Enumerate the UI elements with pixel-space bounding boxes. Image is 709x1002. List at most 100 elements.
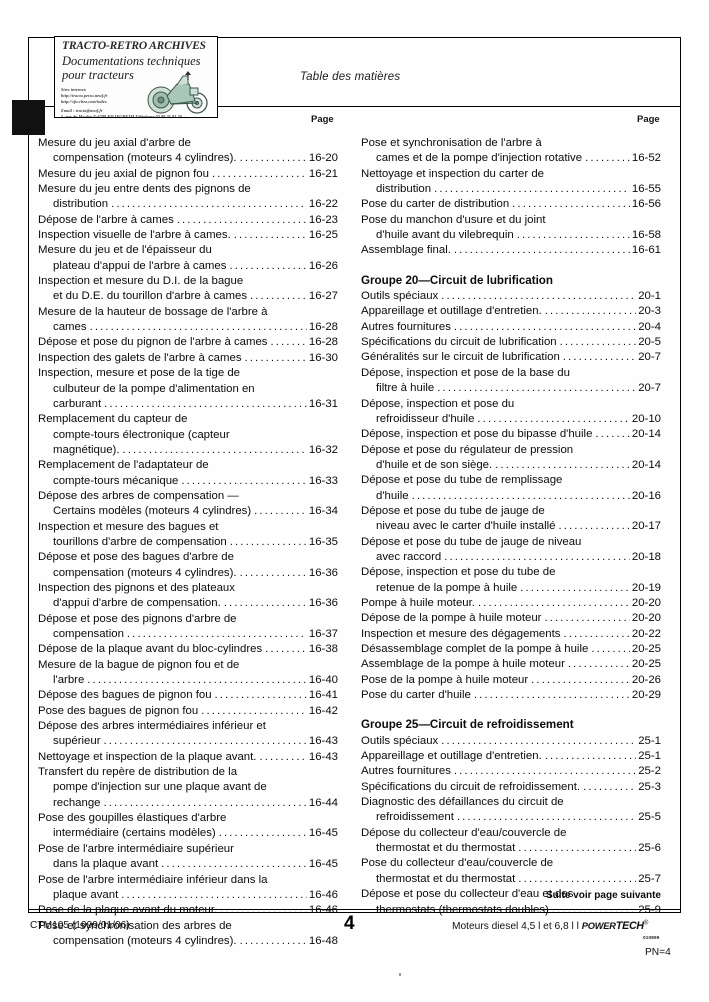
toc-entry[interactable]: Dépose et pose des pignons d'arbre de com… [38, 612, 338, 643]
toc-entry-page: 20-10 [631, 412, 661, 425]
toc-entry[interactable]: Dépose et pose du collecteur d'eau et de… [361, 887, 661, 918]
toc-entry[interactable]: Inspection, mesure et pose de la tige de… [38, 366, 338, 412]
toc-entry[interactable]: Mesure du jeu axial de pignon fou.......… [38, 167, 338, 182]
toc-entry[interactable]: Dépose et pose du régulateur de pression… [361, 443, 661, 474]
column-header-page-right: Page [637, 114, 660, 125]
toc-entry[interactable]: Autres fournitures......................… [361, 320, 661, 335]
toc-entry-page: 16-43 [308, 735, 338, 748]
toc-entry-title: Outils spéciaux [361, 734, 439, 747]
toc-entry[interactable]: Dépose des bagues de pignon fou.........… [38, 688, 338, 703]
toc-entry[interactable]: Mesure du jeu entre dents des pignons de… [38, 182, 338, 213]
toc-entry[interactable]: Dépose de la plaque avant du bloc-cylind… [38, 642, 338, 657]
toc-entry[interactable]: Mesure de la bague de pignon fou et de l'… [38, 658, 338, 689]
toc-entry[interactable]: Pose du collecteur d'eau/couvercle de the… [361, 856, 661, 887]
toc-entry-title: retenue de la pompe à huile [376, 581, 518, 594]
toc-entry[interactable]: Mesure du jeu et de l'épaisseur du platea… [38, 243, 338, 274]
toc-leader-dots: ........................................… [558, 520, 630, 533]
toc-entry[interactable]: Pompe à huile moteur....................… [361, 596, 661, 611]
toc-entry[interactable]: Généralités sur le circuit de lubrificat… [361, 350, 661, 365]
toc-entry[interactable]: Dépose, inspection et pose de la base du… [361, 366, 661, 397]
toc-entry-title: Dépose des bagues de pignon fou [38, 689, 212, 702]
toc-entry[interactable]: Inspection et mesure des bagues et touril… [38, 520, 338, 551]
toc-entry[interactable]: Remplacement du capteur de compte-tours é… [38, 412, 338, 458]
toc-entry[interactable]: Pose du carter de distribution..........… [361, 197, 661, 212]
toc-leader-dots: ........................................… [211, 167, 307, 180]
toc-entry-line: Dépose et pose du tube de jauge de nivea… [361, 535, 582, 548]
footer-engine-line: Moteurs diesel 4,5 l et 6,8 l l POWERTEC… [452, 920, 649, 932]
toc-entry[interactable]: Dépose et pose du tube de jauge de nivea… [361, 535, 661, 566]
footer-page-number: 4 [344, 913, 355, 934]
toc-entry[interactable]: Dépose des arbres de compensation — Certa… [38, 489, 338, 520]
toc-entry[interactable]: Pose du manchon d'usure et du joint d'hui… [361, 213, 661, 244]
toc-entry[interactable]: Dépose des arbres intermédiaires inférie… [38, 719, 338, 750]
toc-entry[interactable]: Inspection des galets de l'arbre à cames… [38, 351, 338, 366]
toc-entry[interactable]: Dépose du collecteur d'eau/couvercle de t… [361, 826, 661, 857]
toc-entry[interactable]: Dépose de l'arbre à cames...............… [38, 213, 338, 228]
toc-entry[interactable]: Dépose de la pompe à huile moteur.......… [361, 611, 661, 626]
toc-entry[interactable]: Désassemblage complet de la pompe à huil… [361, 642, 661, 657]
toc-entry[interactable]: Dépose et pose du tube de remplissage d'h… [361, 473, 661, 504]
toc-entry[interactable]: Dépose et pose des bagues d'arbre de comp… [38, 550, 338, 581]
toc-entry[interactable]: Autres fournitures......................… [361, 764, 661, 779]
toc-entry[interactable]: Dépose et pose du tube de jauge de niveau… [361, 504, 661, 535]
toc-entry[interactable]: Outils spéciaux.........................… [361, 734, 661, 749]
toc-entry[interactable]: Nettoyage et inspection de la plaque ava… [38, 750, 338, 765]
toc-entry-page: 16-30 [308, 351, 338, 364]
toc-leader-dots: ........................................… [161, 858, 307, 871]
toc-entry-title: Autres fournitures [361, 765, 451, 778]
toc-entry-page: 16-45 [308, 827, 338, 840]
toc-leader-dots: ........................................… [126, 628, 307, 640]
toc-entry[interactable]: Pose de l'arbre intermédiaire supérieur d… [38, 842, 338, 873]
toc-entry[interactable]: Nettoyage et inspection du carter de dist… [361, 167, 661, 198]
toc-entry[interactable]: Spécifications du circuit de refroidisse… [361, 780, 661, 795]
toc-entry[interactable]: Assemblage final........................… [361, 243, 661, 258]
toc-entry-title: refroidisseur d'huile [376, 412, 475, 425]
toc-entry[interactable]: Inspection et mesure des dégagements....… [361, 627, 661, 642]
section-edge-tab-marker [12, 100, 45, 135]
toc-entry-line: Nettoyage et inspection du carter de [361, 167, 544, 180]
toc-entry-line: magnétique).............................… [38, 443, 338, 458]
toc-entry[interactable]: Remplacement de l'adaptateur de compte-to… [38, 458, 338, 489]
toc-entry-line: d'huile et de son siège.................… [361, 458, 661, 473]
toc-entry-line: refroidissement.........................… [361, 810, 661, 825]
toc-entry-title: compte-tours mécanique [53, 474, 179, 487]
toc-entry[interactable]: Dépose, inspection et pose du tube de ret… [361, 565, 661, 596]
toc-leader-dots: ........................................… [477, 412, 630, 425]
toc-entry-title: Outils spéciaux [361, 290, 439, 303]
toc-entry[interactable]: Pose de la pompe à huile moteur.........… [361, 673, 661, 688]
toc-entry[interactable]: Appareillage et outillage d'entretien...… [361, 304, 661, 319]
toc-entry[interactable]: Dépose, inspection et pose du refroidisse… [361, 397, 661, 428]
toc-entry[interactable]: Diagnostic des défaillances du circuit d… [361, 795, 661, 826]
toc-entry-title: d'appui d'arbre de compensation. [53, 597, 221, 610]
toc-entry[interactable]: Pose du carter d'huile..................… [361, 688, 661, 703]
toc-entry[interactable]: Assemblage de la pompe à huile moteur...… [361, 657, 661, 672]
toc-entry[interactable]: Mesure de la hauteur de bossage de l'arb… [38, 305, 338, 336]
toc-entry[interactable]: Inspection et mesure du D.I. de la bague… [38, 274, 338, 305]
toc-entry-page: 20-25 [631, 643, 661, 655]
toc-entry-title: Désassemblage complet de la pompe à huil… [361, 643, 589, 655]
toc-entry[interactable]: Appareillage et outillage d'entretien...… [361, 749, 661, 764]
toc-entry[interactable]: Pose et synchronisation de l'arbre à came… [361, 136, 661, 167]
toc-entry-line: Dépose et pose du collecteur d'eau et de… [361, 888, 574, 901]
toc-entry[interactable]: Pose des bagues de pignon fou...........… [38, 704, 338, 719]
toc-entry[interactable]: Mesure du jeu axial d'arbre de compensati… [38, 136, 338, 167]
toc-entry-page: 16-45 [308, 858, 338, 871]
toc-entry[interactable]: Pose des goupilles élastiques d'arbre int… [38, 811, 338, 842]
toc-entry[interactable]: Inspection des pignons et des plateaux d'… [38, 581, 338, 612]
toc-entry-title: rechange [53, 796, 101, 809]
toc-entry[interactable]: Dépose, inspection et pose du bipasse d'… [361, 427, 661, 442]
toc-entry[interactable]: Inspection visuelle de l'arbre à cames..… [38, 228, 338, 243]
toc-entry[interactable]: Pose de l'arbre intermédiaire inférieur … [38, 873, 338, 904]
toc-entry[interactable]: Spécifications du circuit de lubrificati… [361, 335, 661, 350]
toc-entry-line: thermostat et du thermostat.............… [361, 872, 661, 887]
toc-entry-line: culbuteur de la pompe d'alimentation en [53, 382, 255, 395]
toc-entry-title: et du D.E. du tourillon d'arbre à cames [53, 290, 248, 303]
toc-entry[interactable]: Dépose et pose du pignon de l'arbre à ca… [38, 335, 338, 350]
toc-entry[interactable]: Pose de la plaque avant du moteur.......… [38, 903, 338, 918]
toc-entry[interactable]: Pose et synchronisation des arbres de com… [38, 919, 338, 950]
toc-entry-title: magnétique). [53, 443, 120, 456]
toc-entry[interactable]: Outils spéciaux.........................… [361, 289, 661, 304]
toc-leader-dots: ........................................… [563, 627, 629, 640]
toc-group: Groupe 25—Circuit de refroidissement Outi… [361, 717, 661, 917]
toc-entry[interactable]: Transfert du repère de distribution de l… [38, 765, 338, 811]
